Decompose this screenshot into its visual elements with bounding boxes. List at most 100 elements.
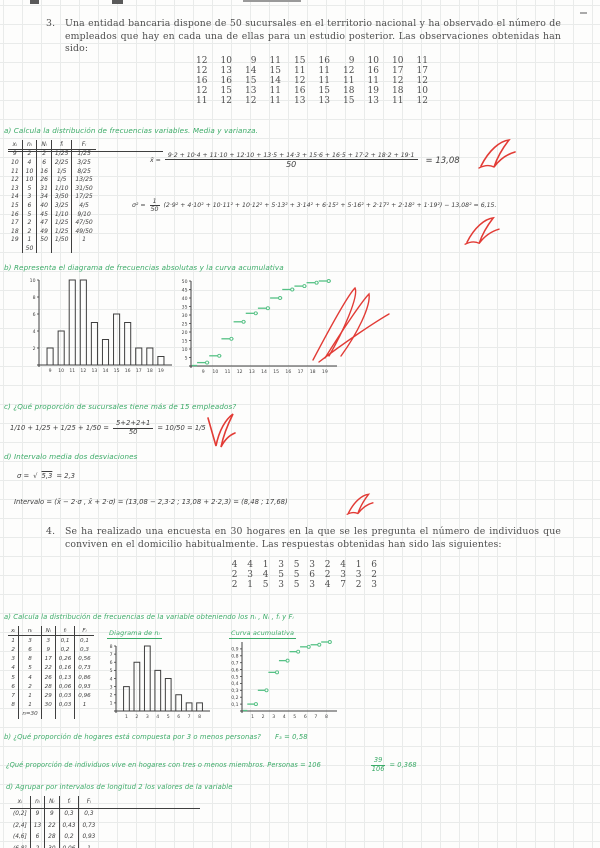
- table-cell: 15: [8, 201, 23, 210]
- table-header-cell: Fᵢ: [74, 626, 94, 637]
- table-header-cell: Nᵢ: [36, 140, 52, 150]
- table-header-cell: Fᵢ: [78, 796, 99, 809]
- svg-text:12: 12: [237, 369, 243, 375]
- ex3-frequency-table: xᵢ nᵢ Nᵢ fᵢ Fᵢ 9 2 2 1/25 1/25 10 4 6 2/25 3/25 11 10 16 1…: [8, 140, 96, 253]
- data-number: 15: [294, 56, 306, 66]
- table-cell: 1/25: [51, 226, 73, 236]
- table-cell: 26: [41, 672, 56, 683]
- table-cell: 0,73: [78, 665, 91, 672]
- table-cell: 9: [41, 645, 56, 655]
- table-cell: 0,26: [55, 654, 76, 664]
- table-cell: 2: [36, 149, 52, 159]
- table-total-value: 50: [22, 244, 38, 253]
- table-cell: 0,96: [78, 692, 91, 699]
- svg-text:13: 13: [249, 369, 255, 375]
- ex4-bar-chart: 1 2 3 4 5 6 7 8 1 2 3 4 5 6 7 8: [103, 642, 213, 722]
- table-row: 11 10 16 1/5 8/25: [8, 166, 96, 176]
- data-number: 7: [340, 580, 346, 590]
- sigma-radicand: 5,3: [41, 472, 53, 480]
- table-cell: 1/10: [51, 183, 73, 193]
- svg-text:8: 8: [110, 644, 113, 650]
- table-cell: 10: [22, 166, 38, 176]
- variance-formula: σ² = 1 50 (2·9² + 4·10² + 10·11² + 10·12…: [132, 198, 496, 213]
- table-total-value: n=30: [18, 709, 42, 719]
- data-number: 12: [416, 96, 428, 106]
- data-number: 10: [416, 86, 428, 96]
- table-cell: 49/50: [75, 227, 93, 235]
- ex4-section-c-line: ¿Qué proporción de individuos vive en ho…: [6, 756, 417, 773]
- data-number: 4: [340, 560, 346, 570]
- table-header-cell: Nᵢ: [41, 626, 56, 637]
- table-cell: 0,86: [78, 674, 91, 681]
- red-check-icon: [462, 216, 502, 252]
- data-number: 2: [231, 580, 238, 590]
- table-cell: 50: [36, 235, 52, 245]
- variance-frac-den: 50: [150, 206, 159, 214]
- svg-text:0,7: 0,7: [231, 661, 238, 667]
- ex4-section-c-heading: ¿Qué proporción de individuos vive en ho…: [6, 761, 321, 770]
- table-cell: 1: [8, 635, 20, 646]
- table-cell: 11: [8, 166, 23, 176]
- table-row: (6,8]2300,061: [10, 843, 98, 848]
- svg-text:7: 7: [110, 652, 113, 658]
- table-cell: 1: [79, 843, 98, 848]
- hand-table: xᵢ nᵢ Nᵢ fᵢ Fᵢ (0,2] 9 9 0,3 0,3 (2,4] 13 22 0,43 0,73…: [10, 796, 99, 848]
- svg-text:2: 2: [135, 714, 138, 720]
- table-cell: 13/25: [75, 176, 93, 184]
- table-row: 3 8 17 0,26 0,56: [8, 654, 94, 664]
- table-cell: 0,73: [82, 822, 96, 829]
- table-cell: 47/50: [75, 219, 93, 227]
- work-frac-num: 5+2+2+1: [112, 419, 154, 429]
- table-row: 15 6 40 3/25 4/5: [8, 201, 96, 210]
- data-number: 11: [294, 66, 306, 76]
- ex4-c-fraction: 39 106: [370, 756, 386, 773]
- table-cell: 0,3: [80, 646, 89, 653]
- svg-text:1: 1: [251, 714, 254, 720]
- table-cell: 16: [8, 209, 23, 219]
- svg-text:15: 15: [273, 369, 279, 375]
- table-row: 5 4 26 0,13 0,86: [8, 672, 94, 683]
- data-number: 13: [245, 86, 257, 96]
- table-cell: 10: [22, 175, 38, 184]
- table-cell: 1: [82, 236, 86, 244]
- table-cell: 7: [8, 691, 20, 701]
- table-header-cell: fᵢ: [55, 626, 76, 637]
- table-cell: 6: [8, 682, 20, 692]
- sigma-line: σ = √ 5,3 = 2,3: [17, 472, 75, 480]
- data-number: 14: [245, 66, 257, 76]
- table-cell: 49: [36, 226, 52, 236]
- table-cell: 0,2: [59, 831, 80, 843]
- svg-text:0,3: 0,3: [231, 688, 238, 694]
- svg-text:4: 4: [33, 329, 36, 335]
- table-cell: 3: [18, 635, 42, 646]
- ex4-section-a-heading: a) Calcula la distribución de frecuencia…: [4, 613, 294, 621]
- svg-text:3: 3: [146, 714, 149, 720]
- table-header-cell: nᵢ: [30, 796, 46, 809]
- svg-text:6: 6: [177, 714, 180, 720]
- svg-text:8: 8: [33, 295, 36, 301]
- table-cell: 18: [8, 226, 23, 236]
- table-cell: (4,6]: [10, 831, 31, 843]
- data-number: 2: [324, 570, 331, 580]
- exercise3-statement-text: Una entidad bancaria dispone de 50 sucur…: [65, 18, 561, 55]
- table-cell: 1/25: [51, 218, 73, 227]
- mean-fraction: 9·2 + 10·4 + 11·10 + 12·10 + 13·5 + 14·3…: [164, 152, 418, 169]
- data-number: 17: [416, 66, 428, 76]
- svg-text:1: 1: [125, 714, 128, 720]
- data-number: 15: [220, 86, 232, 96]
- data-number: 11: [343, 76, 355, 86]
- svg-text:10: 10: [212, 369, 218, 375]
- svg-text:10: 10: [30, 278, 36, 284]
- data-number-row: 12 10 9 11 15 16 9 10 10 11: [183, 56, 428, 66]
- table-cell: 3: [41, 635, 56, 646]
- table-cell: 30: [44, 843, 60, 848]
- table-cell: 9: [44, 808, 60, 820]
- table-cell: (0,2]: [10, 808, 31, 820]
- svg-text:45: 45: [182, 287, 188, 293]
- svg-text:15: 15: [182, 338, 188, 344]
- data-number: 12: [245, 96, 257, 106]
- table-cell: 1/25: [51, 149, 73, 159]
- table-cell: 8/25: [77, 167, 91, 175]
